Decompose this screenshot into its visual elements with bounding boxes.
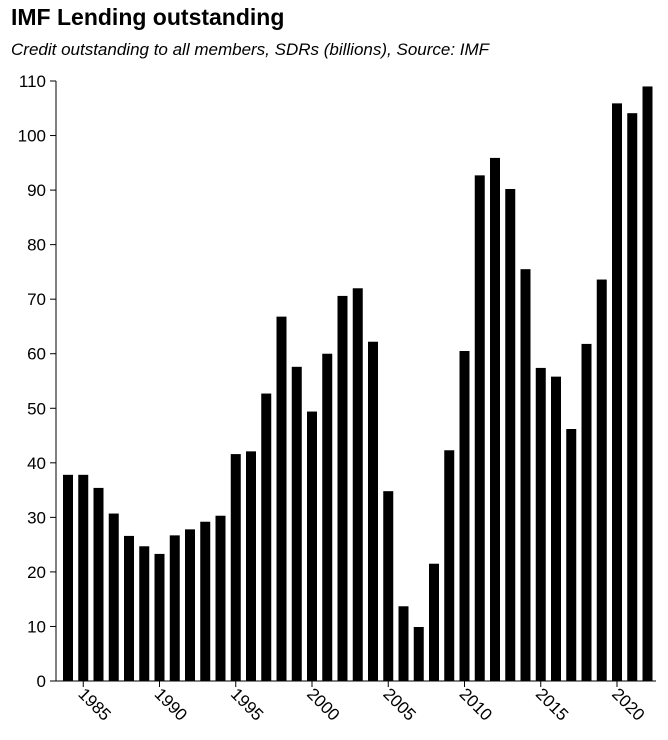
chart-title: IMF Lending outstanding bbox=[11, 4, 285, 30]
bar-2015 bbox=[535, 367, 546, 681]
bar-2000 bbox=[307, 411, 317, 681]
bar-1994 bbox=[215, 515, 226, 681]
x-tick-label: 1985 bbox=[74, 684, 114, 724]
bar-2009 bbox=[444, 450, 455, 681]
bar-2003 bbox=[352, 288, 363, 681]
x-tick-label: 2015 bbox=[532, 684, 572, 724]
chart-subtitle: Credit outstanding to all members, SDRs … bbox=[11, 40, 490, 59]
bar-1999 bbox=[291, 366, 302, 681]
bar-2021 bbox=[627, 113, 638, 681]
bar-1992 bbox=[185, 529, 195, 681]
y-tick-label: 60 bbox=[27, 345, 46, 364]
bar-2018 bbox=[581, 343, 592, 681]
y-tick-label: 50 bbox=[27, 399, 46, 418]
x-axis: 1985 1990 1995 2000 2005 2010 2015 2020 bbox=[56, 680, 656, 725]
bar-1985 bbox=[78, 474, 89, 681]
y-tick-label: 0 bbox=[37, 672, 46, 691]
bar-2017 bbox=[566, 429, 577, 681]
bar-1998 bbox=[276, 316, 287, 681]
x-tick-label: 1995 bbox=[227, 684, 267, 724]
x-tick-label: 2000 bbox=[303, 684, 343, 724]
bar-2001 bbox=[322, 353, 333, 681]
y-tick-label: 20 bbox=[27, 563, 46, 582]
y-tick-label: 30 bbox=[27, 508, 46, 527]
bar-1989 bbox=[139, 546, 150, 681]
bar-2016 bbox=[551, 376, 561, 681]
bar-1986 bbox=[93, 487, 104, 681]
bar-2005 bbox=[383, 491, 394, 681]
bar-2002 bbox=[337, 295, 348, 681]
bar-1991 bbox=[169, 535, 180, 681]
y-tick-label: 10 bbox=[27, 617, 46, 636]
x-tick-label: 1990 bbox=[151, 684, 191, 724]
bar-1990 bbox=[154, 553, 165, 681]
bar-1993 bbox=[200, 521, 211, 681]
y-tick-label: 100 bbox=[18, 127, 46, 146]
y-tick-label: 90 bbox=[27, 181, 46, 200]
bar-1997 bbox=[261, 393, 272, 681]
y-tick-label: 70 bbox=[27, 290, 46, 309]
bar-2010 bbox=[459, 351, 470, 681]
bar-2006 bbox=[398, 606, 409, 681]
bar-1995 bbox=[230, 454, 241, 681]
bar-2004 bbox=[368, 341, 378, 681]
y-tick-label: 110 bbox=[19, 72, 46, 91]
bar-2012 bbox=[490, 157, 500, 682]
bars bbox=[63, 86, 653, 682]
bar-1988 bbox=[124, 535, 134, 681]
x-tick-label: 2010 bbox=[456, 684, 496, 724]
x-tick-label: 2020 bbox=[608, 684, 648, 724]
bar-2007 bbox=[413, 627, 424, 681]
bar-1987 bbox=[108, 513, 119, 681]
y-tick-label: 40 bbox=[27, 454, 46, 473]
x-tick-label: 2005 bbox=[379, 684, 419, 724]
bar-2019 bbox=[596, 279, 607, 681]
bar-2008 bbox=[429, 563, 439, 681]
y-axis: 0 10 20 30 40 50 60 70 80 90 100 110 bbox=[18, 72, 57, 691]
bar-1984 bbox=[63, 474, 73, 681]
bar-2022 bbox=[642, 86, 653, 682]
y-tick-label: 80 bbox=[27, 236, 46, 255]
bar-1996 bbox=[246, 451, 256, 681]
bar-2013 bbox=[505, 189, 516, 681]
bar-2011 bbox=[474, 175, 485, 681]
bar-2014 bbox=[520, 269, 531, 681]
bar-2020 bbox=[612, 103, 622, 681]
